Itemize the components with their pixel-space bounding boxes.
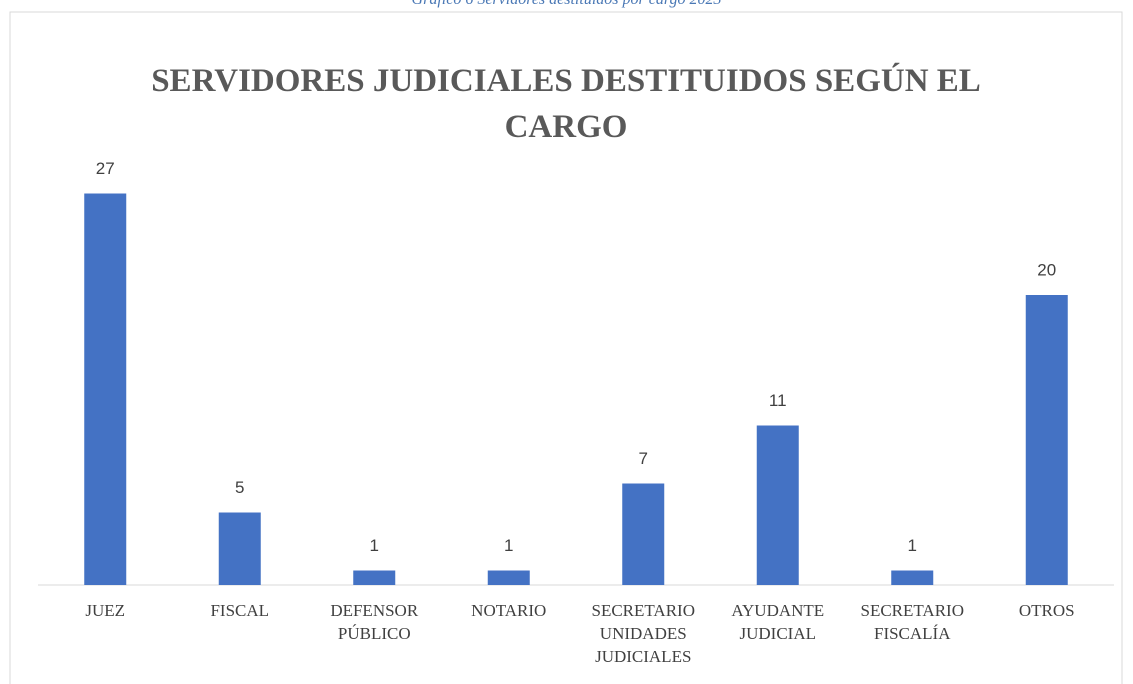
bar (891, 570, 934, 585)
bar (84, 193, 127, 585)
bar (1025, 295, 1068, 585)
x-tick-label: DEFENSOR PÚBLICO (330, 601, 419, 643)
bar (487, 570, 530, 585)
data-label: 27 (96, 159, 115, 178)
x-tick-label: NOTARIO (471, 601, 546, 620)
x-tick-label: SECRETARIO UNIDADES JUDICIALES (592, 601, 695, 666)
bar (622, 483, 665, 585)
x-tick-label: JUEZ (85, 601, 125, 620)
caption: Gráfico 6 Servidores destituidos por car… (0, 0, 1133, 9)
x-tick-label: AYUDANTE JUDICIAL (731, 601, 824, 643)
bar (756, 425, 799, 585)
data-label: 20 (1037, 260, 1056, 279)
x-tick-label: SECRETARIO FISCALÍA (861, 601, 964, 643)
data-label: 7 (639, 449, 648, 468)
data-label: 1 (504, 536, 513, 555)
x-tick-label: FISCAL (210, 601, 269, 620)
bar (353, 570, 396, 585)
chart-title: SERVIDORES JUDICIALES DESTITUIDOS SEGÚN … (151, 63, 981, 145)
data-label: 11 (769, 391, 787, 410)
data-label: 1 (908, 536, 917, 555)
bar (218, 512, 261, 585)
chart-border (9, 11, 1123, 684)
data-label: 1 (370, 536, 379, 555)
x-tick-label: OTROS (1019, 601, 1075, 620)
data-label: 5 (235, 478, 244, 497)
